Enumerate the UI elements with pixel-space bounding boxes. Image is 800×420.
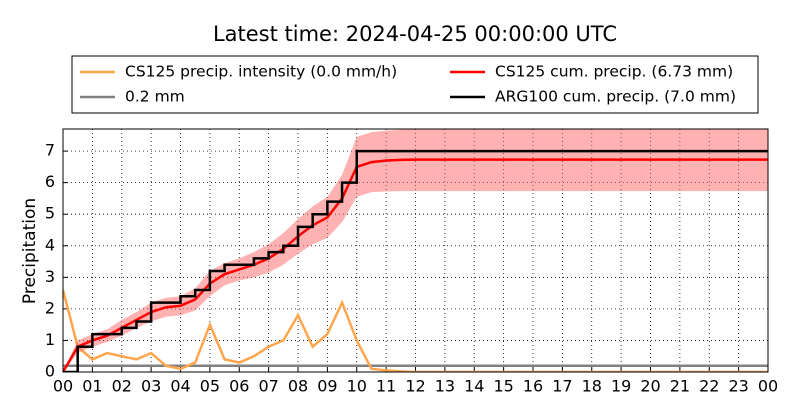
legend-label: 0.2 mm [125,88,185,106]
series-line [63,289,768,372]
series-line [63,158,768,372]
x-tick-label: 08 [288,377,308,396]
x-tick-label: 18 [582,377,602,396]
x-tick-label: 07 [258,377,278,396]
y-tick-label: 3 [45,267,55,286]
x-tick-label: 10 [347,377,367,396]
uncertainty-band [63,129,768,372]
x-tick-label: 04 [170,377,190,396]
chart-title: Latest time: 2024-04-25 00:00:00 UTC [213,22,617,46]
x-tick-label: 15 [493,377,513,396]
x-tick-label: 03 [141,377,161,396]
legend-box [71,55,759,114]
y-tick-label: 2 [45,298,55,317]
legend-label: CS125 precip. intensity (0.0 mm/h) [125,63,397,81]
x-tick-label: 00 [53,377,73,396]
y-tick-label: 6 [45,172,55,191]
y-tick-label: 7 [45,141,55,160]
x-tick-label: 11 [376,377,396,396]
x-tick-label: 20 [640,377,660,396]
x-tick-label: 14 [464,377,484,396]
y-tick-label: 5 [45,204,55,223]
x-tick-label: 23 [728,377,748,396]
legend-label: CS125 cum. precip. (6.73 mm) [495,63,733,81]
y-tick-label: 1 [45,330,55,349]
plot-frame [62,128,769,373]
x-tick-label: 17 [552,377,572,396]
x-tick-label: 09 [317,377,337,396]
series-line [63,149,768,372]
x-tick-label: 12 [405,377,425,396]
x-tick-label: 01 [82,377,102,396]
x-tick-label: 22 [699,377,719,396]
x-tick-label: 02 [112,377,132,396]
x-tick-label: 13 [435,377,455,396]
x-tick-label: 06 [229,377,249,396]
x-tick-label: 19 [611,377,631,396]
y-tick-label: 0 [45,362,55,381]
x-tick-label: 21 [670,377,690,396]
y-tick-label: 4 [45,235,55,254]
legend-label: ARG100 cum. precip. (7.0 mm) [495,88,736,106]
x-tick-label: 16 [523,377,543,396]
x-tick-label: 00 [758,377,778,396]
x-tick-label: 05 [200,377,220,396]
y-axis-label: Precipitation [20,198,40,304]
